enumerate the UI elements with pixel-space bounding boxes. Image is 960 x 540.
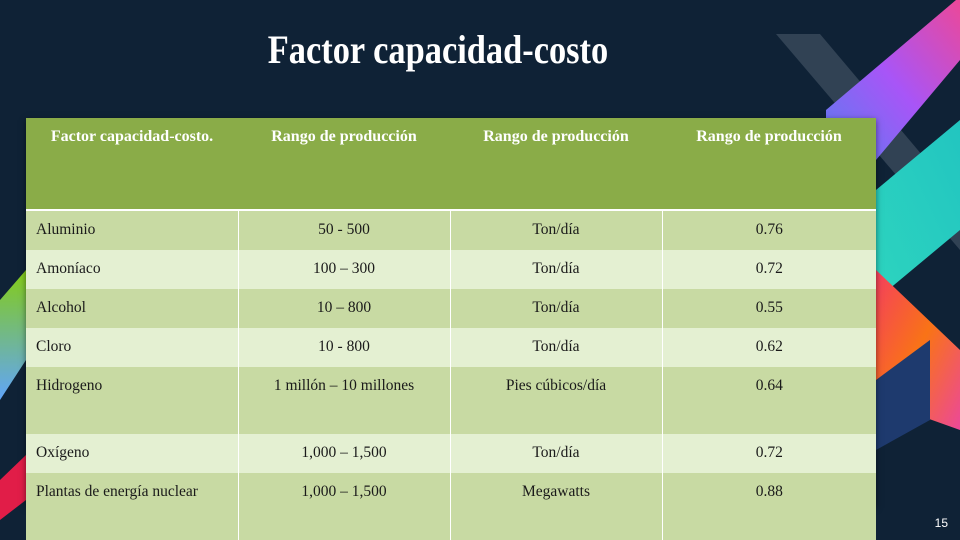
table-row: Amoníaco 100 – 300 Ton/día 0.72 (26, 250, 876, 289)
cell-range: 10 - 800 (237, 328, 450, 367)
data-table-container: Factor capacidad-costo. Rango de producc… (26, 118, 876, 540)
cell-factor: 0.88 (661, 473, 876, 540)
cell-range: 1,000 – 1,500 (237, 434, 450, 473)
cell-range: 1 millón – 10 millones (237, 367, 450, 434)
cell-factor: 0.72 (661, 434, 876, 473)
cell-factor: 0.55 (661, 289, 876, 328)
table-row: Aluminio 50 - 500 Ton/día 0.76 (26, 210, 876, 250)
cell-unit: Ton/día (449, 289, 662, 328)
cell-range: 100 – 300 (237, 250, 450, 289)
table-row: Cloro 10 - 800 Ton/día 0.62 (26, 328, 876, 367)
cell-range: 1,000 – 1,500 (237, 473, 450, 540)
cell-unit: Ton/día (449, 210, 662, 250)
deco-left-green-stripe (0, 270, 26, 400)
cell-unit: Megawatts (449, 473, 662, 540)
table-row: Oxígeno 1,000 – 1,500 Ton/día 0.72 (26, 434, 876, 473)
cell-product: Oxígeno (26, 434, 238, 473)
cell-product: Aluminio (26, 210, 238, 250)
page-number: 15 (934, 516, 948, 530)
deco-blue-stripe (876, 340, 930, 450)
table-row: Alcohol 10 – 800 Ton/día 0.55 (26, 289, 876, 328)
cell-unit: Pies cúbicos/día (449, 367, 662, 434)
table-header-row: Factor capacidad-costo. Rango de producc… (26, 118, 876, 211)
header-cell-unit: Rango de producción (450, 118, 662, 211)
deco-teal-stripe (876, 120, 960, 300)
cell-range: 10 – 800 (237, 289, 450, 328)
cell-factor: 0.64 (661, 367, 876, 434)
cell-unit: Ton/día (449, 328, 662, 367)
slide-title: Factor capacidad-costo (267, 27, 609, 72)
deco-left-red-stripe (0, 455, 26, 520)
cell-factor: 0.72 (661, 250, 876, 289)
cell-product: Hidrogeno (26, 367, 238, 434)
header-cell-value: Rango de producción (662, 118, 876, 211)
header-cell-factor: Factor capacidad-costo. (26, 118, 238, 211)
cell-factor: 0.76 (661, 210, 876, 250)
table-row: Hidrogeno 1 millón – 10 millones Pies cú… (26, 367, 876, 434)
cell-product: Amoníaco (26, 250, 238, 289)
cell-unit: Ton/día (449, 434, 662, 473)
data-table: Factor capacidad-costo. Rango de producc… (26, 118, 876, 540)
cell-range: 50 - 500 (237, 210, 450, 250)
cell-product: Cloro (26, 328, 238, 367)
header-cell-range: Rango de producción (238, 118, 450, 211)
cell-product: Plantas de energía nuclear (26, 473, 238, 540)
cell-unit: Ton/día (449, 250, 662, 289)
table-row: Plantas de energía nuclear 1,000 – 1,500… (26, 473, 876, 540)
cell-product: Alcohol (26, 289, 238, 328)
cell-factor: 0.62 (661, 328, 876, 367)
